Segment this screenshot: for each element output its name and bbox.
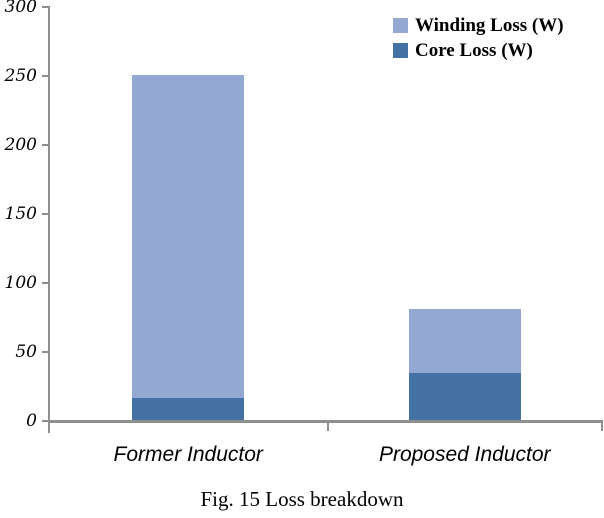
y-axis-tick	[42, 420, 50, 422]
loss-breakdown-chart: Winding Loss (W) Core Loss (W) Former Ind…	[4, 0, 603, 466]
y-tick-label: 250	[4, 66, 37, 86]
y-axis-tick	[42, 213, 50, 215]
legend-item: Winding Loss (W)	[393, 13, 564, 38]
y-tick-label: 50	[15, 342, 37, 362]
y-tick-label: 200	[4, 135, 37, 155]
y-tick-label: 100	[4, 273, 37, 293]
category-label: Proposed Inductor	[378, 443, 551, 466]
legend-swatch-icon	[393, 43, 408, 58]
x-axis-tick	[326, 423, 329, 431]
y-axis-tick	[42, 282, 50, 284]
x-axis-tick	[601, 423, 603, 431]
bar-segment-core	[408, 372, 521, 421]
y-tick-label: 0	[26, 411, 37, 431]
figure-caption: Fig. 15 Loss breakdown	[200, 487, 404, 511]
y-axis-tick	[42, 144, 50, 146]
y-axis-tick	[42, 351, 50, 353]
y-tick-label: 150	[4, 204, 37, 224]
bar-segment-winding	[408, 309, 521, 373]
y-axis-tick	[42, 75, 50, 77]
y-axis-line	[48, 7, 50, 433]
legend-item: Core Loss (W)	[393, 38, 564, 63]
category-label: Former Inductor	[113, 443, 263, 466]
bar-segment-core	[132, 397, 245, 421]
legend-label: Core Loss (W)	[415, 39, 533, 61]
legend-label: Winding Loss (W)	[415, 14, 564, 36]
chart-legend: Winding Loss (W) Core Loss (W)	[393, 13, 564, 63]
x-axis-line	[50, 420, 603, 423]
y-axis-tick	[42, 6, 50, 8]
bar-segment-winding	[132, 74, 245, 398]
y-tick-label: 300	[4, 0, 37, 17]
legend-swatch-icon	[393, 18, 408, 33]
